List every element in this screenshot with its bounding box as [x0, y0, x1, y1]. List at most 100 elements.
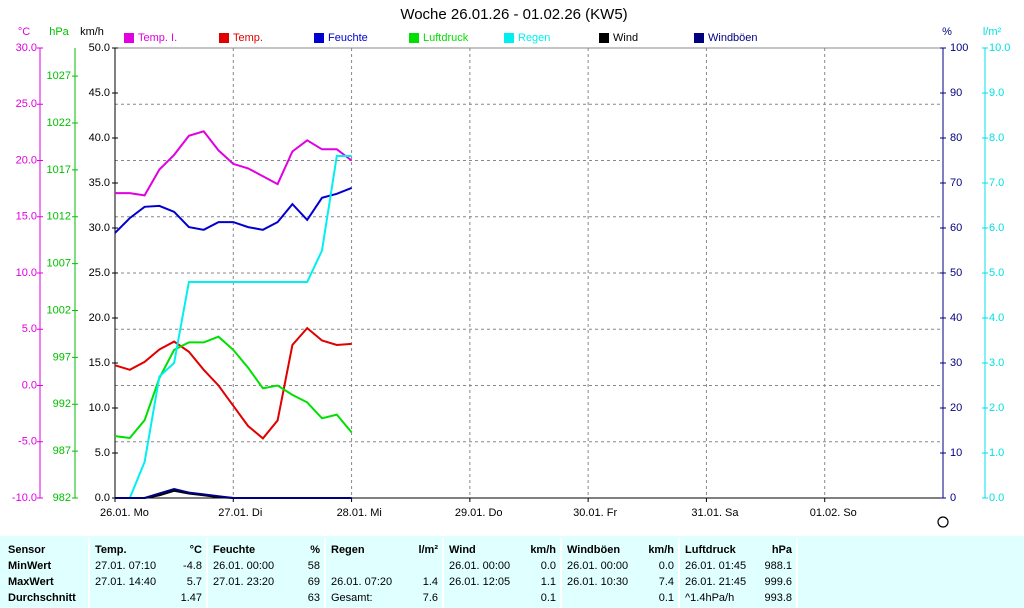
y-tick-label: 30.0	[16, 42, 37, 54]
series-line	[114, 186, 352, 234]
column-unit: °C	[190, 544, 202, 556]
cell-time: 26.01. 01:45	[685, 560, 746, 572]
y-tick-label: 0	[950, 492, 956, 504]
column-unit: hPa	[772, 544, 793, 556]
y-tick-label: 100	[950, 42, 968, 54]
x-tick-label: 31.01. Sa	[691, 507, 739, 519]
y-tick-label: 1002	[47, 304, 71, 316]
marker-circle	[937, 516, 949, 528]
column-unit: l/m²	[418, 544, 438, 556]
y-tick-label: 9.0	[989, 87, 1004, 99]
y-tick-label: 997	[53, 351, 71, 363]
y-tick-label: 5.0	[22, 323, 37, 335]
legend-label: Luftdruck	[423, 32, 469, 44]
series-line	[114, 335, 353, 440]
y-axis-title: km/h	[80, 26, 104, 38]
cell-value: 5.7	[187, 576, 202, 588]
cell-value: 7.6	[423, 592, 438, 604]
x-tick-label: 28.01. Mi	[337, 507, 382, 519]
legend-label: Feuchte	[328, 32, 368, 44]
y-tick-label: 1012	[47, 211, 71, 223]
y-tick-label: 1.0	[989, 447, 1004, 459]
column-header: Feuchte	[213, 544, 255, 556]
series-line	[115, 155, 352, 499]
cell-time: 26.01. 00:00	[213, 560, 274, 572]
y-tick-label: 1017	[47, 164, 71, 176]
column-header: Luftdruck	[685, 544, 737, 556]
y-tick-label: 25.0	[89, 267, 110, 279]
cell-time: Gesamt:	[331, 592, 373, 604]
y-tick-label: 0.0	[95, 492, 110, 504]
x-tick-label: 26.01. Mo	[100, 507, 149, 519]
legend-swatch	[504, 33, 514, 43]
series-line	[115, 130, 353, 197]
y-tick-label: 10	[950, 447, 962, 459]
y-tick-label: 35.0	[89, 177, 110, 189]
y-tick-label: 40.0	[89, 132, 110, 144]
cell-value: 1.1	[541, 576, 556, 588]
y-tick-label: 0.0	[989, 492, 1004, 504]
y-tick-label: 982	[53, 492, 71, 504]
y-tick-label: 8.0	[989, 132, 1004, 144]
cell-value: 0.0	[659, 560, 674, 572]
legend-label: Windböen	[708, 32, 758, 44]
y-tick-label: -5.0	[18, 436, 37, 448]
legend-label: Temp. I.	[138, 32, 177, 44]
y-tick-label: 7.0	[989, 177, 1004, 189]
cell-time: 26.01. 07:20	[331, 576, 392, 588]
cell-time: 26.01. 10:30	[567, 576, 628, 588]
y-tick-label: 25.0	[16, 98, 37, 110]
legend-swatch	[694, 33, 704, 43]
y-tick-label: 70	[950, 177, 962, 189]
table-background	[0, 536, 1024, 608]
y-tick-label: 987	[53, 445, 71, 457]
y-tick-label: 1007	[47, 258, 71, 270]
cell-value: 0.0	[541, 560, 556, 572]
cell-value: 1.47	[181, 592, 202, 604]
y-tick-label: 30.0	[89, 222, 110, 234]
y-tick-label: 992	[53, 398, 71, 410]
y-tick-label: 15.0	[89, 357, 110, 369]
cell-time: 26.01. 21:45	[685, 576, 746, 588]
column-header: Regen	[331, 544, 365, 556]
y-tick-label: 1022	[47, 117, 71, 129]
cell-time: 27.01. 14:40	[95, 576, 156, 588]
legend-swatch	[124, 33, 134, 43]
series-line	[114, 326, 352, 440]
x-tick-label: 30.01. Fr	[573, 507, 617, 519]
y-tick-label: 6.0	[989, 222, 1004, 234]
cell-value: 999.6	[764, 576, 792, 588]
y-tick-label: 30	[950, 357, 962, 369]
column-unit: km/h	[648, 544, 674, 556]
legend-swatch	[314, 33, 324, 43]
series-line	[115, 487, 352, 499]
y-tick-label: 60	[950, 222, 962, 234]
legend-label: Wind	[613, 32, 638, 44]
cell-value: 0.1	[541, 592, 556, 604]
cell-value: 7.4	[659, 576, 674, 588]
y-tick-label: 10.0	[89, 402, 110, 414]
cell-value: 988.1	[764, 560, 792, 572]
cell-value: 1.4	[423, 576, 438, 588]
chart-title: Woche 26.01.26 - 01.02.26 (KW5)	[400, 6, 627, 23]
cell-value: 0.1	[659, 592, 674, 604]
x-tick-label: 27.01. Di	[218, 507, 262, 519]
y-tick-label: 50	[950, 267, 962, 279]
cell-time: ^1.4hPa/h	[685, 592, 734, 604]
column-header: Windböen	[567, 544, 620, 556]
cell-time: 26.01. 12:05	[449, 576, 510, 588]
y-tick-label: 10.0	[989, 42, 1010, 54]
y-tick-label: 45.0	[89, 87, 110, 99]
y-tick-label: 40	[950, 312, 962, 324]
y-axis-title: %	[942, 26, 952, 38]
y-tick-label: 80	[950, 132, 962, 144]
x-tick-label: 01.02. So	[810, 507, 857, 519]
cell-time: 27.01. 23:20	[213, 576, 274, 588]
row-label: MinWert	[8, 560, 52, 572]
cell-value: -4.8	[183, 560, 202, 572]
y-tick-label: 1027	[47, 70, 71, 82]
column-header: Temp.	[95, 544, 127, 556]
y-tick-label: -10.0	[12, 492, 37, 504]
cell-value: 63	[308, 592, 320, 604]
